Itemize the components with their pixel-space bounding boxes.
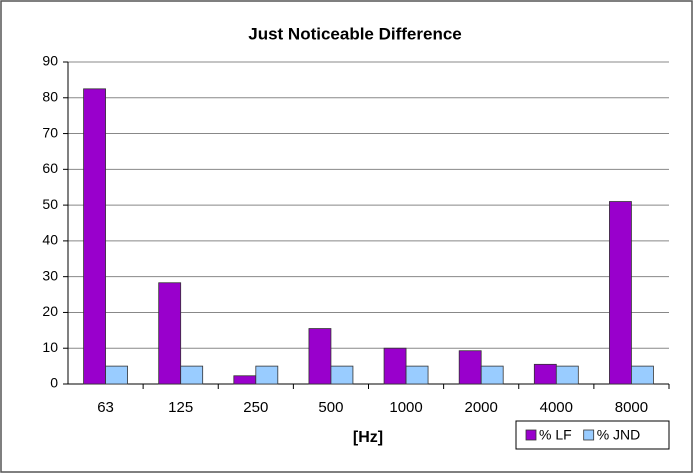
- y-tick-label: 30: [42, 267, 58, 283]
- x-tick-label: 250: [243, 399, 268, 416]
- chart-title: Just Noticeable Difference: [248, 24, 462, 43]
- y-tick-label: 0: [50, 375, 58, 391]
- x-tick-label: 4000: [540, 399, 573, 416]
- x-tick-label: 2000: [465, 399, 498, 416]
- legend-swatch: [583, 429, 595, 441]
- y-tick-label: 10: [42, 339, 58, 355]
- bar: [83, 88, 106, 385]
- bar: [555, 365, 579, 385]
- x-tick-label: 500: [318, 399, 343, 416]
- bar: [233, 375, 257, 385]
- bar: [308, 328, 332, 385]
- y-tick-label: 70: [42, 124, 58, 140]
- y-tick-label: 20: [42, 303, 58, 319]
- bar: [105, 365, 128, 385]
- bar: [180, 365, 204, 385]
- legend-swatch: [525, 429, 537, 441]
- bar: [330, 365, 354, 385]
- bar: [480, 365, 504, 385]
- y-tick-label: 90: [42, 53, 58, 69]
- bar: [458, 350, 482, 385]
- y-tick-label: 40: [42, 232, 58, 248]
- bar: [631, 365, 654, 385]
- legend-label: % JND: [597, 427, 641, 443]
- y-tick-label: 50: [42, 196, 58, 212]
- x-tick-label: 125: [168, 399, 193, 416]
- bar: [405, 365, 429, 385]
- bar: [533, 363, 557, 385]
- bar: [255, 365, 279, 385]
- bar: [609, 201, 632, 385]
- x-tick-label: 1000: [389, 399, 422, 416]
- y-tick-label: 80: [42, 88, 58, 104]
- legend-label: % LF: [539, 427, 572, 443]
- x-axis-label: [Hz]: [353, 429, 383, 446]
- y-tick-label: 60: [42, 160, 58, 176]
- x-tick-label: 63: [97, 399, 114, 416]
- x-tick-label: 8000: [615, 399, 648, 416]
- bar: [158, 282, 182, 385]
- bar: [383, 347, 407, 385]
